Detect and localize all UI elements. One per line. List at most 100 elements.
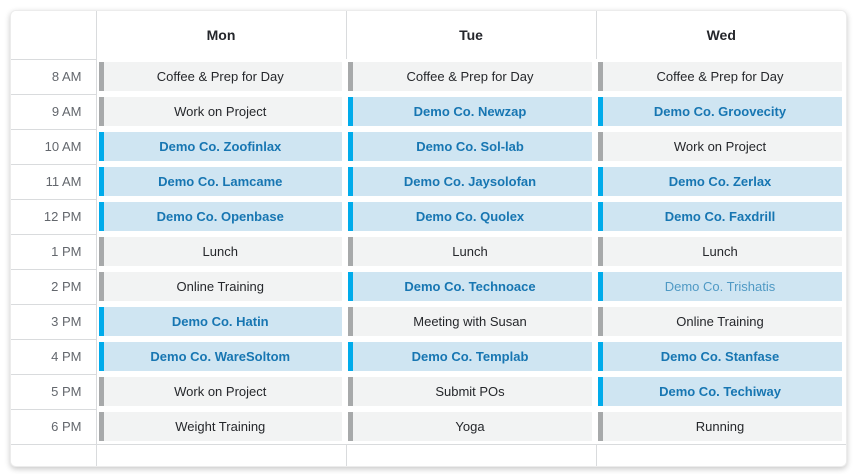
event-accent-bar: [98, 62, 104, 91]
event[interactable]: Meeting with Susan: [348, 307, 592, 336]
event-cell: Demo Co. Jaysolofan: [346, 164, 596, 199]
event[interactable]: Demo Co. Newzap: [348, 97, 592, 126]
event-accent-bar: [98, 377, 104, 406]
event-accent-bar: [598, 132, 603, 161]
event-cell: Demo Co. Trishatis: [596, 269, 846, 304]
schedule-row-8am: 8 AM Coffee & Prep for Day Coffee & Prep…: [11, 59, 846, 95]
event-cell: Demo Co. Groovecity: [596, 94, 846, 129]
time-label: 8 AM: [11, 59, 97, 95]
event[interactable]: Demo Co. Zoofinlax: [98, 132, 342, 161]
event-cell: Work on Project: [96, 374, 346, 409]
event-cell: Online Training: [96, 269, 346, 304]
event[interactable]: Demo Co. Openbase: [98, 202, 342, 231]
event[interactable]: Work on Project: [598, 132, 842, 161]
event[interactable]: Work on Project: [98, 97, 342, 126]
event[interactable]: Demo Co. Trishatis: [598, 272, 842, 301]
time-label: 5 PM: [11, 374, 97, 410]
trailing-empty-row: [11, 444, 846, 466]
event[interactable]: Lunch: [598, 237, 842, 266]
event-cell: Demo Co. Hatin: [96, 304, 346, 339]
event[interactable]: Coffee & Prep for Day: [348, 62, 592, 91]
event-accent-bar: [98, 307, 104, 336]
event-label: Demo Co. Technoace: [404, 279, 536, 294]
event[interactable]: Coffee & Prep for Day: [98, 62, 342, 91]
event[interactable]: Work on Project: [98, 377, 342, 406]
event-label: Demo Co. Newzap: [413, 104, 527, 119]
event-label: Lunch: [702, 244, 738, 259]
event-cell: Demo Co. Newzap: [346, 94, 596, 129]
event-cell: Demo Co. Technoace: [346, 269, 596, 304]
event[interactable]: Demo Co. Hatin: [98, 307, 342, 336]
event-label: Demo Co. Openbase: [156, 209, 284, 224]
event[interactable]: Demo Co. WareSoltom: [98, 342, 342, 371]
event-cell: Demo Co. Sol-lab: [346, 129, 596, 164]
event-cell: Demo Co. Quolex: [346, 199, 596, 234]
schedule-row-6pm: 6 PM Weight Training Yoga Running: [11, 409, 846, 445]
day-header-tue: Tue: [345, 11, 596, 59]
schedule-row-2pm: 2 PM Online Training Demo Co. Technoace …: [11, 269, 846, 305]
event-accent-bar: [348, 167, 353, 196]
event[interactable]: Running: [598, 412, 842, 441]
empty-day-cell: [95, 444, 346, 466]
event[interactable]: Demo Co. Technoace: [348, 272, 592, 301]
event-accent-bar: [98, 132, 104, 161]
event-accent-bar: [98, 202, 104, 231]
event[interactable]: Yoga: [348, 412, 592, 441]
event[interactable]: Demo Co. Stanfase: [598, 342, 842, 371]
event-label: Demo Co. Groovecity: [653, 104, 787, 119]
event[interactable]: Lunch: [348, 237, 592, 266]
event[interactable]: Demo Co. Faxdrill: [598, 202, 842, 231]
day-header-wed: Wed: [595, 11, 846, 59]
event[interactable]: Demo Co. Zerlax: [598, 167, 842, 196]
event-cell: Demo Co. Stanfase: [596, 339, 846, 374]
event-cell: Coffee & Prep for Day: [346, 59, 596, 94]
event[interactable]: Demo Co. Templab: [348, 342, 592, 371]
event[interactable]: Online Training: [598, 307, 842, 336]
weekly-schedule-table: Mon Tue Wed 8 AM Coffee & Prep for Day C…: [11, 11, 846, 466]
event[interactable]: Submit POs: [348, 377, 592, 406]
day-header-mon: Mon: [95, 11, 346, 59]
event[interactable]: Demo Co. Quolex: [348, 202, 592, 231]
event-accent-bar: [348, 307, 353, 336]
event-cell: Weight Training: [96, 409, 346, 445]
event-cell: Lunch: [596, 234, 846, 269]
event-accent-bar: [348, 97, 353, 126]
event-cell: Coffee & Prep for Day: [596, 59, 846, 94]
event[interactable]: Demo Co. Lamcame: [98, 167, 342, 196]
event-cell: Demo Co. Openbase: [96, 199, 346, 234]
event-label: Yoga: [455, 419, 485, 434]
event-accent-bar: [598, 97, 603, 126]
time-label: 9 AM: [11, 94, 97, 130]
event[interactable]: Weight Training: [98, 412, 342, 441]
event[interactable]: Demo Co. Jaysolofan: [348, 167, 592, 196]
event[interactable]: Lunch: [98, 237, 342, 266]
event-cell: Lunch: [346, 234, 596, 269]
event-cell: Running: [596, 409, 846, 445]
event[interactable]: Demo Co. Groovecity: [598, 97, 842, 126]
event-cell: Submit POs: [346, 374, 596, 409]
event-label: Demo Co. Zerlax: [668, 174, 772, 189]
event-cell: Demo Co. Faxdrill: [596, 199, 846, 234]
event-label: Demo Co. Hatin: [171, 314, 269, 329]
schedule-row-3pm: 3 PM Demo Co. Hatin Meeting with Susan O…: [11, 304, 846, 340]
event-label: Demo Co. Templab: [411, 349, 529, 364]
event-cell: Demo Co. Lamcame: [96, 164, 346, 199]
schedule-row-11am: 11 AM Demo Co. Lamcame Demo Co. Jaysolof…: [11, 164, 846, 200]
event-cell: Demo Co. Zoofinlax: [96, 129, 346, 164]
event[interactable]: Coffee & Prep for Day: [598, 62, 842, 91]
event-cell: Demo Co. Zerlax: [596, 164, 846, 199]
event-accent-bar: [598, 62, 603, 91]
event-cell: Demo Co. WareSoltom: [96, 339, 346, 374]
event-cell: Demo Co. Templab: [346, 339, 596, 374]
event[interactable]: Online Training: [98, 272, 342, 301]
event-accent-bar: [98, 237, 104, 266]
event-label: Demo Co. Quolex: [415, 209, 525, 224]
time-label: 2 PM: [11, 269, 97, 305]
event-accent-bar: [98, 272, 104, 301]
event[interactable]: Demo Co. Techiway: [598, 377, 842, 406]
event-label: Online Training: [176, 279, 264, 294]
event-accent-bar: [348, 412, 353, 441]
event[interactable]: Demo Co. Sol-lab: [348, 132, 592, 161]
event-accent-bar: [598, 237, 603, 266]
event-cell: Demo Co. Techiway: [596, 374, 846, 409]
